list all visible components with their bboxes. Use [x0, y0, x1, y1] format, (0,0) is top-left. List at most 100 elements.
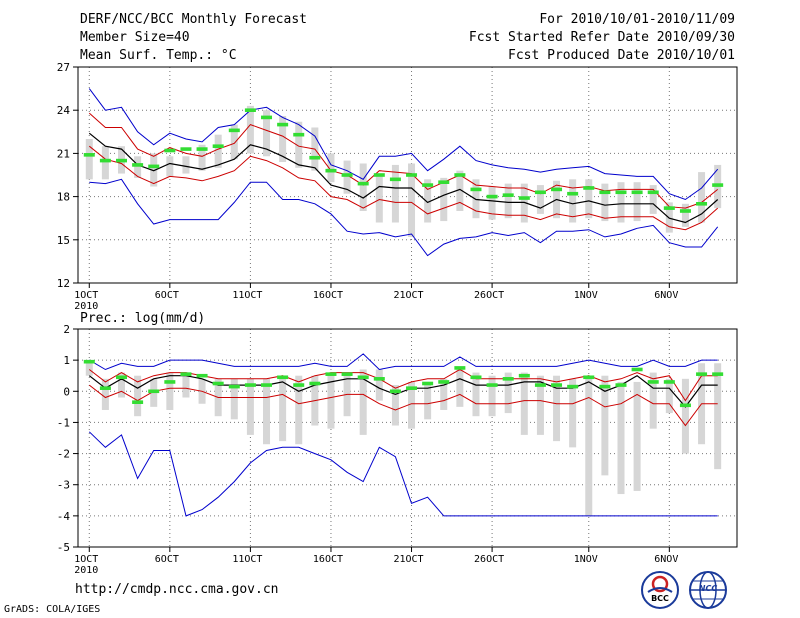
spread-bar	[681, 203, 689, 227]
spread-bar	[440, 378, 448, 410]
y-tick-label: -3	[57, 479, 70, 492]
spread-bar	[182, 375, 190, 398]
x-tick-label: 6NOV	[654, 290, 678, 301]
spread-bar	[569, 179, 577, 223]
x-tick-label: 1OCT	[74, 554, 98, 565]
spread-bar	[472, 372, 480, 417]
series-line-upper	[88, 368, 718, 402]
spread-bar	[327, 153, 335, 183]
observed-marker	[422, 183, 434, 187]
observed-marker	[180, 147, 192, 151]
observed-marker	[631, 190, 643, 195]
x-tick-label: 16OCT	[313, 290, 343, 301]
observed-marker	[486, 194, 498, 199]
observed-marker	[454, 173, 466, 177]
observed-marker	[615, 190, 627, 195]
observed-marker	[679, 209, 691, 213]
spread-bar	[263, 110, 271, 157]
spread-bar	[85, 139, 93, 180]
observed-marker	[389, 389, 401, 394]
observed-marker	[712, 372, 724, 376]
spread-bar	[424, 179, 432, 223]
series-line-lower	[88, 145, 719, 231]
observed-marker	[341, 372, 353, 376]
observed-marker	[518, 196, 530, 200]
y-tick-label: 12	[57, 277, 70, 290]
spread-bar	[633, 182, 641, 222]
spread-bar	[101, 146, 109, 180]
spread-bar	[665, 378, 673, 414]
observed-marker	[116, 158, 128, 163]
y-tick-label: -4	[57, 510, 71, 523]
spread-bar	[408, 381, 416, 429]
observed-marker	[212, 381, 224, 386]
y-tick-label: 21	[57, 147, 70, 160]
observed-marker	[599, 384, 611, 389]
observed-marker	[551, 383, 563, 387]
x-tick-year-label: 2010	[74, 565, 98, 576]
y-tick-label: 15	[57, 234, 70, 247]
y-tick-label: 27	[57, 61, 70, 74]
observed-marker	[615, 383, 627, 387]
observed-marker	[293, 383, 305, 387]
spread-bar	[681, 378, 689, 454]
observed-marker	[212, 144, 224, 148]
observed-marker	[325, 372, 337, 376]
observed-marker	[712, 183, 724, 187]
observed-marker	[389, 177, 401, 182]
observed-marker	[373, 377, 385, 381]
spread-bar	[585, 375, 593, 516]
spread-bar	[246, 378, 254, 435]
series-line-min	[89, 178, 719, 257]
observed-marker	[583, 375, 595, 380]
spread-bar	[601, 375, 609, 476]
observed-marker	[341, 173, 353, 177]
observed-marker	[486, 383, 498, 387]
observed-marker	[534, 190, 546, 195]
observed-marker	[438, 180, 450, 184]
y-tick-label: -1	[57, 416, 70, 429]
observed-marker	[244, 108, 256, 112]
x-tick-label: 11OCT	[232, 290, 262, 301]
y-tick-label: 18	[57, 191, 70, 204]
ncc-logo: NCC	[688, 570, 728, 610]
x-tick-label: 1NOV	[574, 290, 598, 301]
observed-marker	[164, 380, 176, 384]
spread-bar	[617, 182, 625, 223]
plot-frame	[77, 328, 738, 548]
y-tick-label: 24	[57, 104, 71, 117]
observed-marker	[438, 380, 450, 384]
spread-bar	[359, 369, 367, 435]
spread-bar	[698, 172, 706, 223]
observed-marker	[502, 193, 514, 197]
observed-marker	[99, 158, 111, 163]
observed-marker	[406, 173, 418, 177]
observed-marker	[244, 383, 256, 387]
spread-bar	[375, 175, 383, 223]
observed-marker	[470, 375, 482, 380]
observed-marker	[83, 153, 95, 157]
observed-marker	[679, 403, 691, 408]
spread-bar	[504, 183, 512, 219]
observed-marker	[99, 386, 111, 390]
spread-bar	[134, 375, 142, 417]
x-tick-label: 11OCT	[232, 554, 262, 565]
spread-bar	[488, 186, 496, 220]
observed-marker	[277, 375, 289, 380]
spread-bar	[391, 385, 399, 426]
y-tick-label: 1	[63, 354, 70, 367]
observed-marker	[567, 384, 579, 389]
observed-marker	[83, 359, 95, 364]
spread-bar	[488, 375, 496, 417]
chart-title: DERF/NCC/BCC Monthly Forecast	[80, 12, 307, 27]
observed-marker	[148, 389, 160, 394]
spread-bar	[279, 115, 287, 163]
observed-marker	[164, 148, 176, 153]
spread-bar	[230, 124, 238, 160]
source-url: http://cmdp.ncc.cma.gov.cn	[75, 582, 279, 597]
observed-marker	[647, 190, 659, 195]
observed-marker	[567, 191, 579, 196]
spread-bar	[118, 372, 126, 398]
